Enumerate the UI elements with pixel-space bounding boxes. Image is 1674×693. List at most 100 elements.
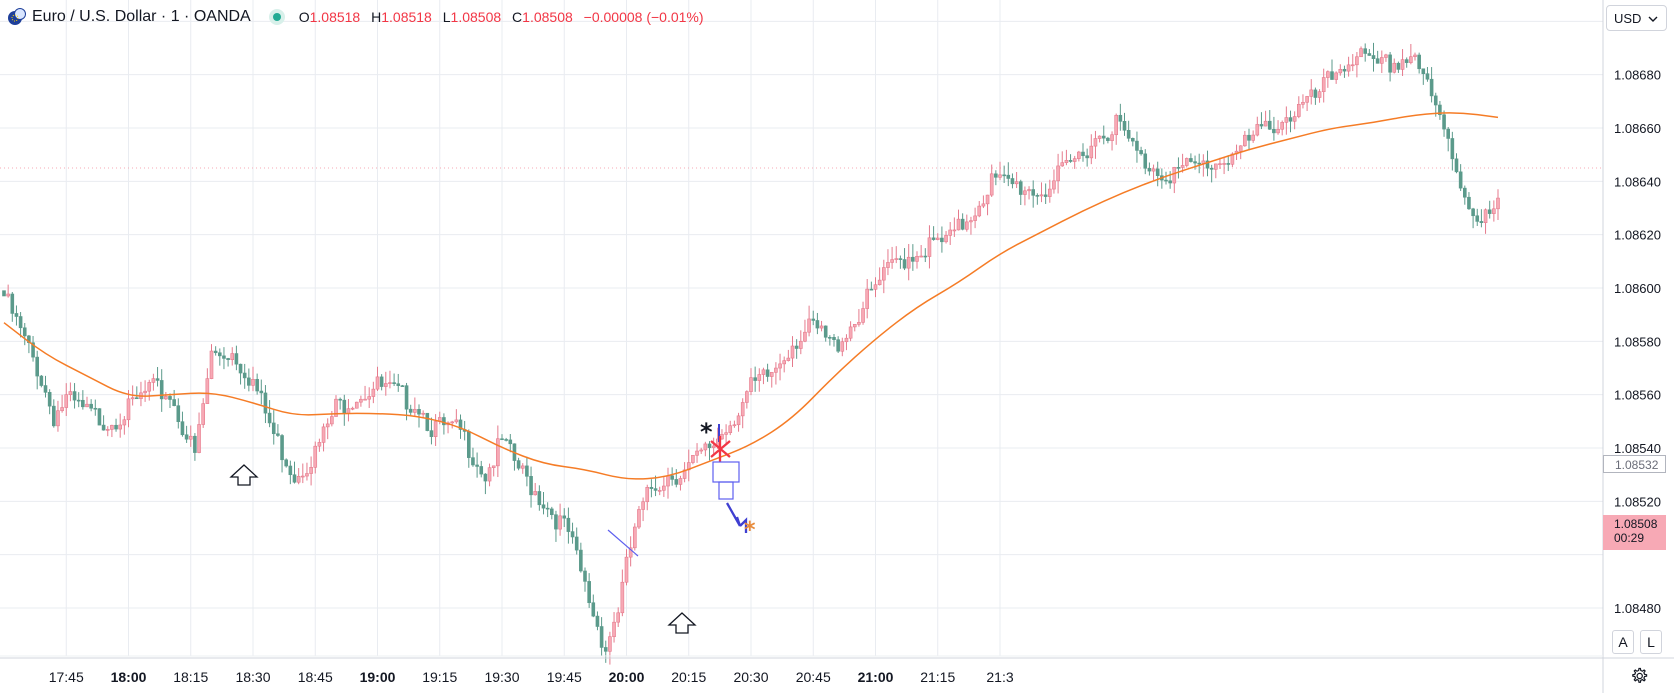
asterisk-mark-black: * xyxy=(700,418,713,446)
candle-body xyxy=(786,357,791,361)
candle-body xyxy=(919,255,923,258)
candle-body xyxy=(1404,59,1409,63)
currency-dropdown[interactable]: USD xyxy=(1606,5,1667,31)
candle-body xyxy=(280,435,284,461)
candle-body xyxy=(890,259,894,263)
candle-body xyxy=(1492,208,1496,214)
candle-body xyxy=(238,363,243,374)
candle-body xyxy=(1454,158,1459,173)
candle-body xyxy=(1218,163,1222,165)
candle-body xyxy=(757,374,762,381)
candle-body xyxy=(1101,135,1106,139)
candle-body xyxy=(915,255,919,262)
candle-body xyxy=(159,380,164,400)
candle-body xyxy=(848,326,853,339)
candle-body xyxy=(388,382,392,384)
candle-body xyxy=(1297,104,1301,117)
candle-body xyxy=(537,491,542,506)
candle-body xyxy=(230,353,235,360)
candle-body xyxy=(1421,68,1426,75)
candle-body xyxy=(620,581,625,614)
candle-body xyxy=(579,549,583,572)
candle-body xyxy=(641,501,645,510)
candle-body xyxy=(1193,161,1197,164)
candle-body xyxy=(1263,120,1268,127)
candle-body xyxy=(562,515,567,519)
candle-body xyxy=(433,421,438,437)
candle-body xyxy=(541,504,546,509)
candle-body xyxy=(205,378,210,404)
log-scale-button[interactable]: L xyxy=(1640,630,1662,654)
candle-body xyxy=(1301,101,1305,105)
candle-body xyxy=(1313,89,1318,98)
candle-body xyxy=(616,612,621,623)
candle-body xyxy=(342,399,347,414)
candle-body xyxy=(670,475,674,480)
candle-body xyxy=(354,401,359,409)
candle-body xyxy=(197,424,201,453)
candle-body xyxy=(662,485,666,491)
chart-settings-button[interactable] xyxy=(1627,664,1651,688)
candle-body xyxy=(1184,158,1189,166)
candle-body xyxy=(22,327,27,337)
auto-scale-button[interactable]: A xyxy=(1612,630,1634,654)
up-arrow-marker-left[interactable] xyxy=(229,464,259,486)
candle-body xyxy=(508,439,513,445)
symbol-legend[interactable]: Euro / U.S. Dollar · 1 · OANDA O1.08518 … xyxy=(8,6,711,28)
candle-body xyxy=(1135,140,1139,151)
candle-body xyxy=(330,416,334,425)
price-scale-label: 1.08600 xyxy=(1614,281,1661,296)
candle-body xyxy=(251,378,255,386)
candle-body xyxy=(180,421,185,436)
price-scale-label: 1.08560 xyxy=(1614,388,1661,403)
candle-body xyxy=(1438,104,1442,116)
candle-body xyxy=(566,517,571,532)
candle-body xyxy=(728,425,733,433)
candle-body xyxy=(309,467,313,474)
candle-body xyxy=(857,322,861,325)
candle-body xyxy=(1276,128,1280,134)
candle-body xyxy=(1085,155,1089,159)
candle-body xyxy=(1014,181,1019,185)
candle-body xyxy=(873,284,878,290)
candle-body xyxy=(305,473,309,477)
candle-body xyxy=(151,378,156,383)
candle-body xyxy=(35,356,40,377)
time-axis-label: 20:15 xyxy=(671,669,706,685)
candle-body xyxy=(363,398,367,401)
candle-body xyxy=(944,235,948,243)
candle-body xyxy=(471,457,475,466)
candle-body xyxy=(242,372,247,379)
symbol-title[interactable]: Euro / U.S. Dollar · 1 · OANDA xyxy=(32,8,251,25)
bar-countdown: 00:29 xyxy=(1614,531,1645,545)
candle-body xyxy=(1023,190,1027,195)
candle-body xyxy=(1255,124,1260,136)
time-axis-label: 20:30 xyxy=(733,669,768,685)
candle-body xyxy=(1172,167,1177,184)
candle-body xyxy=(603,647,608,652)
candle-body xyxy=(321,426,326,443)
candle-body xyxy=(296,476,301,483)
candle-body xyxy=(861,308,865,323)
candle-body xyxy=(1180,165,1185,168)
candle-body xyxy=(1400,59,1405,70)
candle-body xyxy=(998,174,1002,178)
current-price-value: 1.08508 xyxy=(1614,517,1658,531)
annotation-cluster[interactable]: * * xyxy=(700,418,756,543)
up-arrow-marker-right[interactable] xyxy=(667,612,697,634)
candle-body xyxy=(413,409,417,413)
candle-body xyxy=(960,218,965,230)
market-status-icon[interactable] xyxy=(268,9,285,25)
time-axis-label: 21:15 xyxy=(920,669,955,685)
candle-body xyxy=(1176,167,1181,169)
ohlc-open: 1.08518 xyxy=(309,9,361,25)
candle-body xyxy=(1496,197,1500,210)
candle-body xyxy=(425,412,430,431)
candle-body xyxy=(1072,158,1077,162)
ma-price-label: 1.08532 xyxy=(1603,455,1666,473)
candle-body xyxy=(911,256,915,262)
candle-body xyxy=(110,424,114,430)
candle-body xyxy=(1238,145,1243,152)
